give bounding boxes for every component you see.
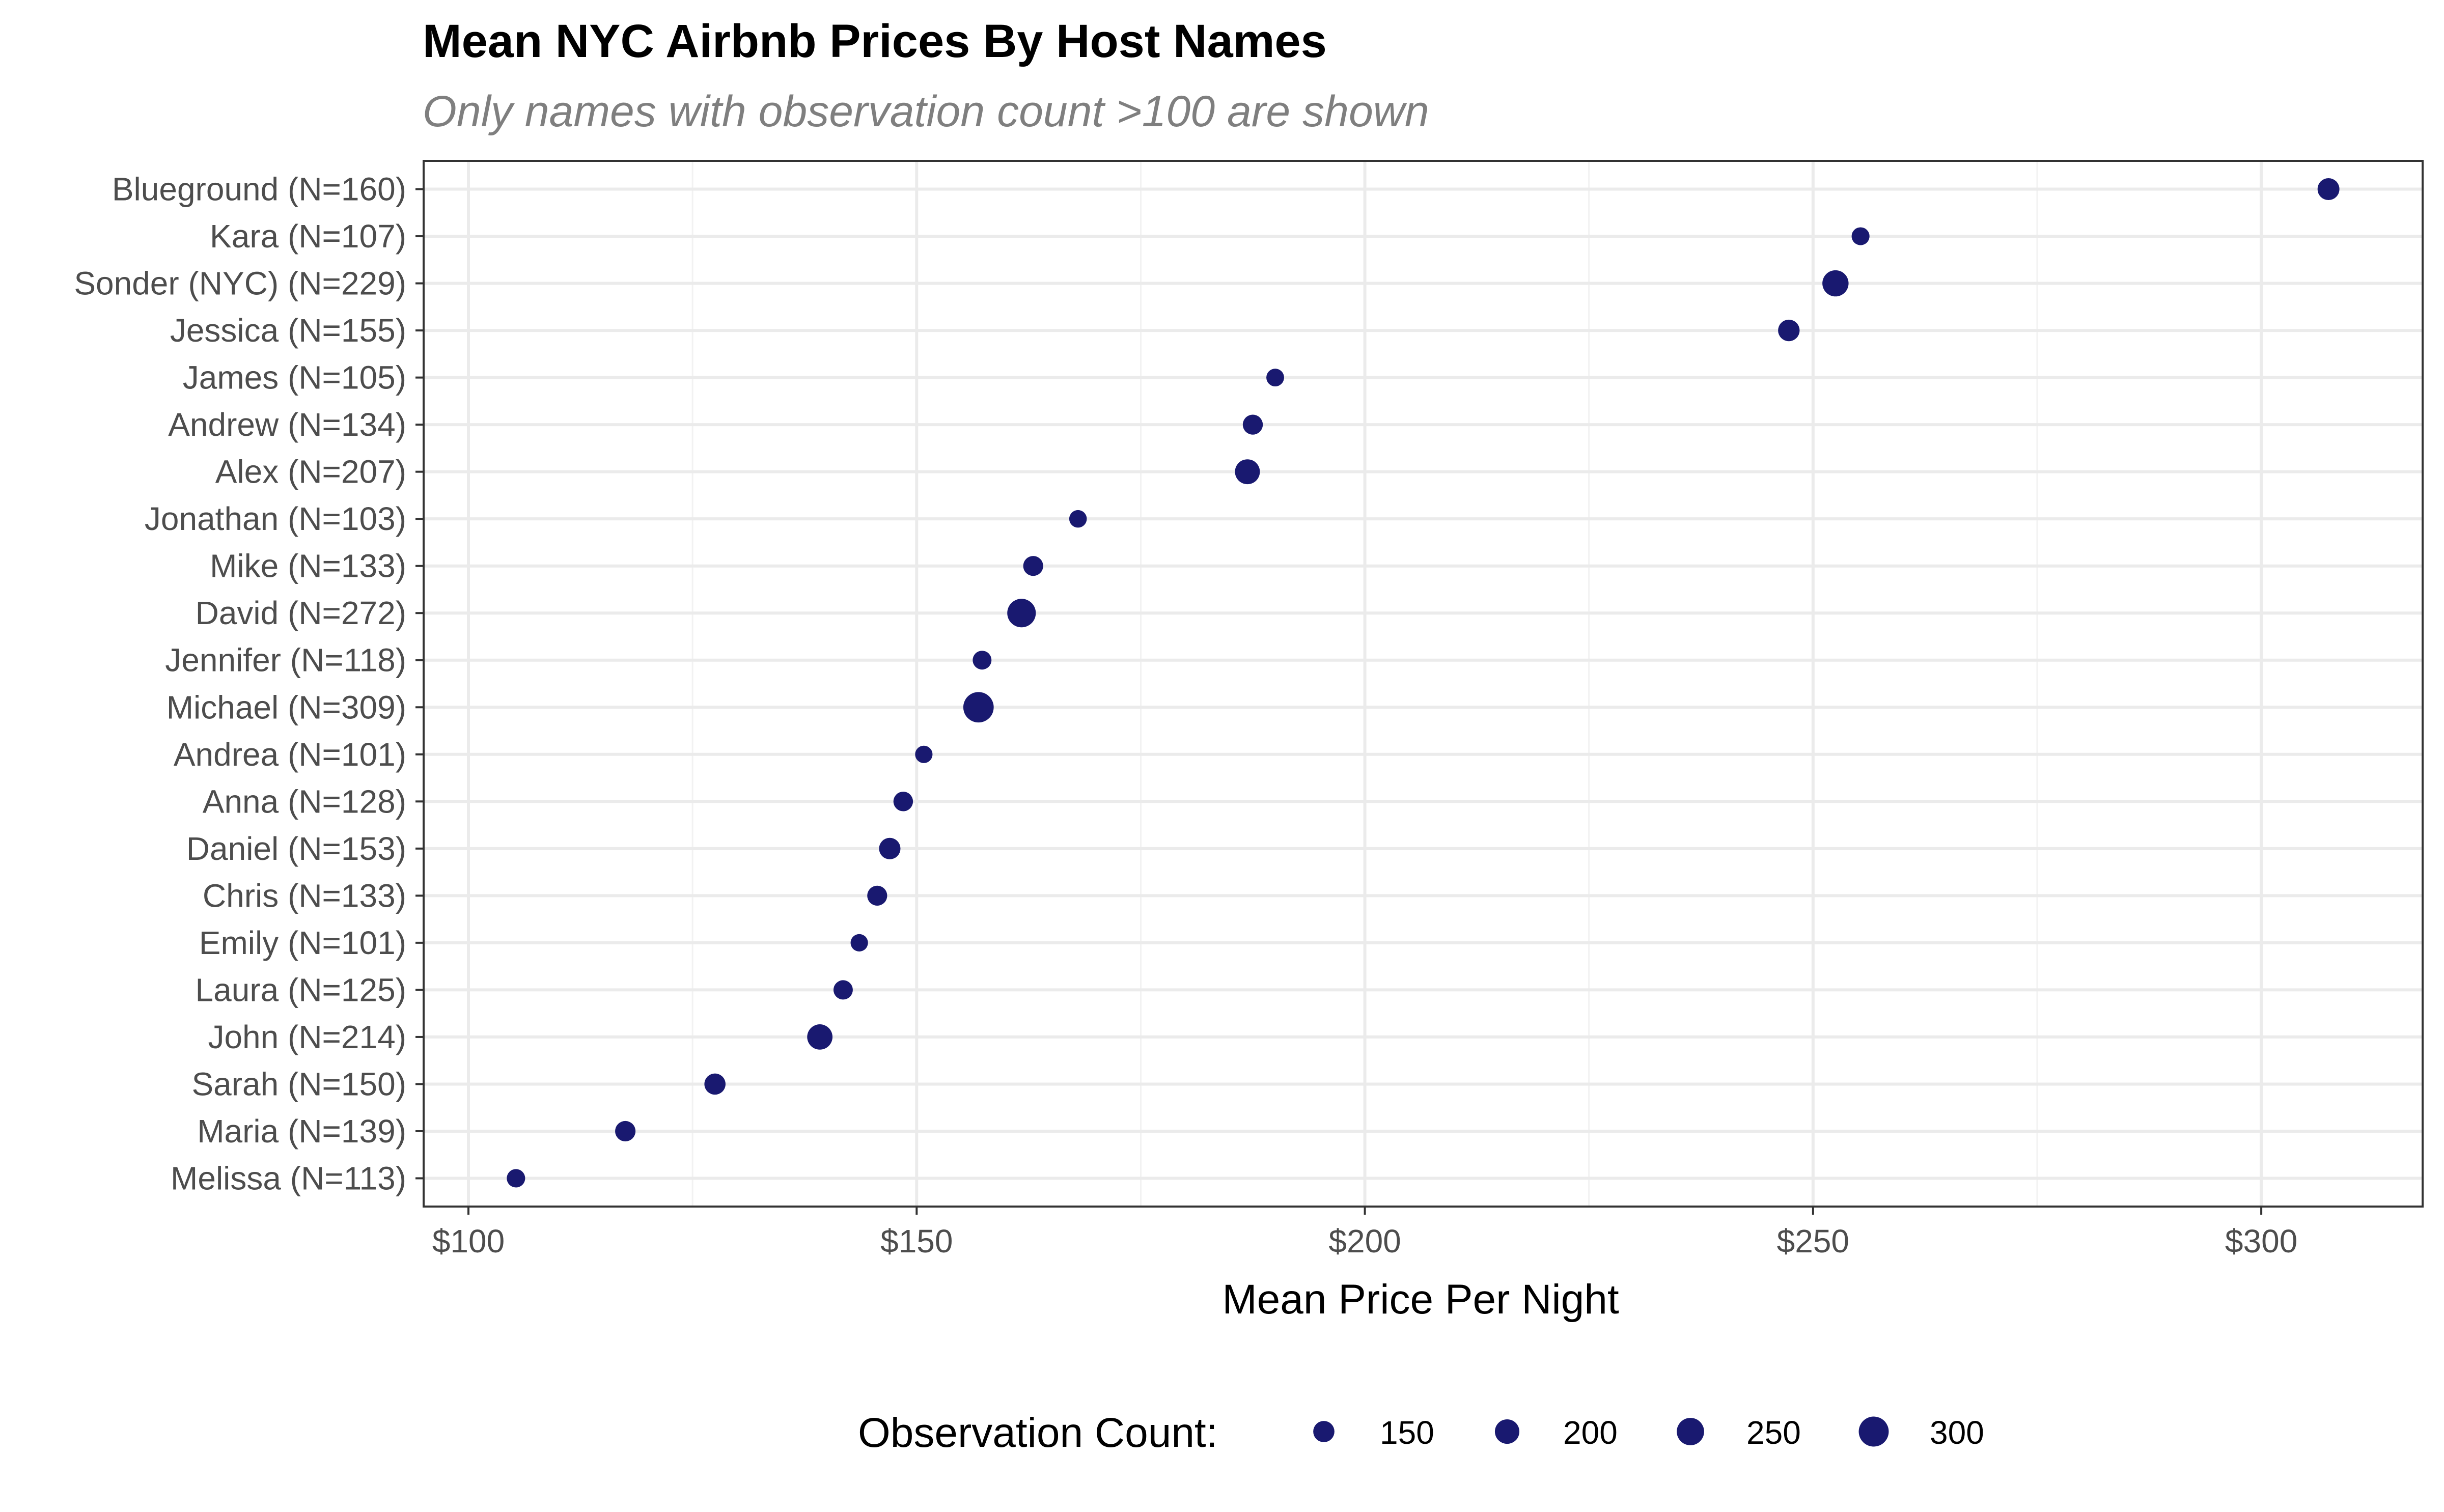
legend-label: 150 (1380, 1414, 1434, 1451)
data-point (1069, 510, 1087, 528)
y-tick-label: Melissa (N=113) (171, 1160, 406, 1196)
y-tick-label: Daniel (N=153) (186, 830, 406, 867)
y-tick-label: John (N=214) (208, 1019, 406, 1055)
y-tick-label: Emily (N=101) (199, 925, 406, 961)
data-point (893, 792, 913, 811)
data-point (973, 651, 992, 670)
data-point (879, 837, 901, 859)
legend-key (1494, 1419, 1520, 1444)
y-tick-label: Blueground (N=160) (112, 171, 406, 208)
legend-key (1858, 1416, 1889, 1447)
x-tick-label: $100 (432, 1223, 505, 1259)
y-tick-label: Andrea (N=101) (174, 736, 406, 773)
y-tick-label: Sonder (NYC) (N=229) (74, 265, 406, 302)
data-point (807, 1024, 833, 1050)
data-point (507, 1169, 525, 1188)
y-tick-label: David (N=272) (196, 595, 406, 631)
x-tick-label: $300 (2225, 1223, 2297, 1259)
legend-label: 250 (1746, 1414, 1801, 1451)
y-tick-label: Alex (N=207) (215, 454, 406, 490)
x-tick-label: $250 (1777, 1223, 1849, 1259)
plot-panel (423, 160, 2424, 1208)
data-points (507, 178, 2340, 1188)
y-tick-label: Mike (N=133) (210, 548, 406, 584)
x-tick-label: $200 (1328, 1223, 1401, 1259)
data-point (1235, 459, 1260, 485)
legend: Observation Count: 150 200 250 300 (858, 1410, 1984, 1456)
y-tick-label: Maria (N=139) (197, 1113, 406, 1150)
data-point (615, 1121, 636, 1142)
x-axis-label: Mean Price Per Night (1222, 1276, 1619, 1323)
legend-key (1677, 1418, 1704, 1445)
data-point (1822, 270, 1849, 297)
data-point (1007, 599, 1036, 628)
y-tick-label: Jessica (N=155) (170, 312, 406, 349)
minor-gridlines (691, 161, 2038, 1207)
y-tick-label: Laura (N=125) (196, 971, 406, 1008)
x-axis: $100 $150 $200 $250 $300 (432, 1207, 2297, 1259)
data-point (704, 1073, 726, 1095)
legend-title: Observation Count: (858, 1410, 1218, 1456)
y-tick-label: James (N=105) (183, 359, 406, 396)
legend-key (1313, 1421, 1335, 1442)
data-point (1242, 414, 1263, 435)
legend-label: 300 (1930, 1414, 1984, 1451)
y-tick-label: Sarah (N=150) (191, 1066, 406, 1102)
y-tick-label: Anna (N=128) (203, 783, 406, 820)
y-tick-label: Chris (N=133) (203, 877, 406, 914)
data-point (833, 980, 853, 1000)
data-point (1778, 319, 1800, 342)
data-point (1266, 369, 1284, 387)
data-point (850, 934, 868, 951)
data-point (867, 885, 887, 906)
major-gridlines (424, 161, 2423, 1207)
y-tick-label: Jonathan (N=103) (145, 500, 406, 537)
chart-subtitle: Only names with observation count >100 a… (423, 87, 1429, 136)
data-point (1851, 227, 1870, 245)
y-tick-label: Jennifer (N=118) (165, 642, 406, 679)
data-point (2317, 178, 2340, 201)
y-tick-label: Kara (N=107) (210, 218, 406, 255)
data-point (915, 745, 933, 763)
chart-title: Mean NYC Airbnb Prices By Host Names (423, 15, 1327, 67)
data-point (963, 692, 994, 723)
y-tick-label: Andrew (N=134) (168, 406, 406, 443)
legend-label: 200 (1563, 1414, 1618, 1451)
y-axis: Blueground (N=160) Kara (N=107) Sonder (NY… (74, 171, 424, 1196)
data-point (1023, 556, 1043, 576)
y-tick-label: Michael (N=309) (166, 689, 406, 725)
x-tick-label: $150 (880, 1223, 953, 1259)
